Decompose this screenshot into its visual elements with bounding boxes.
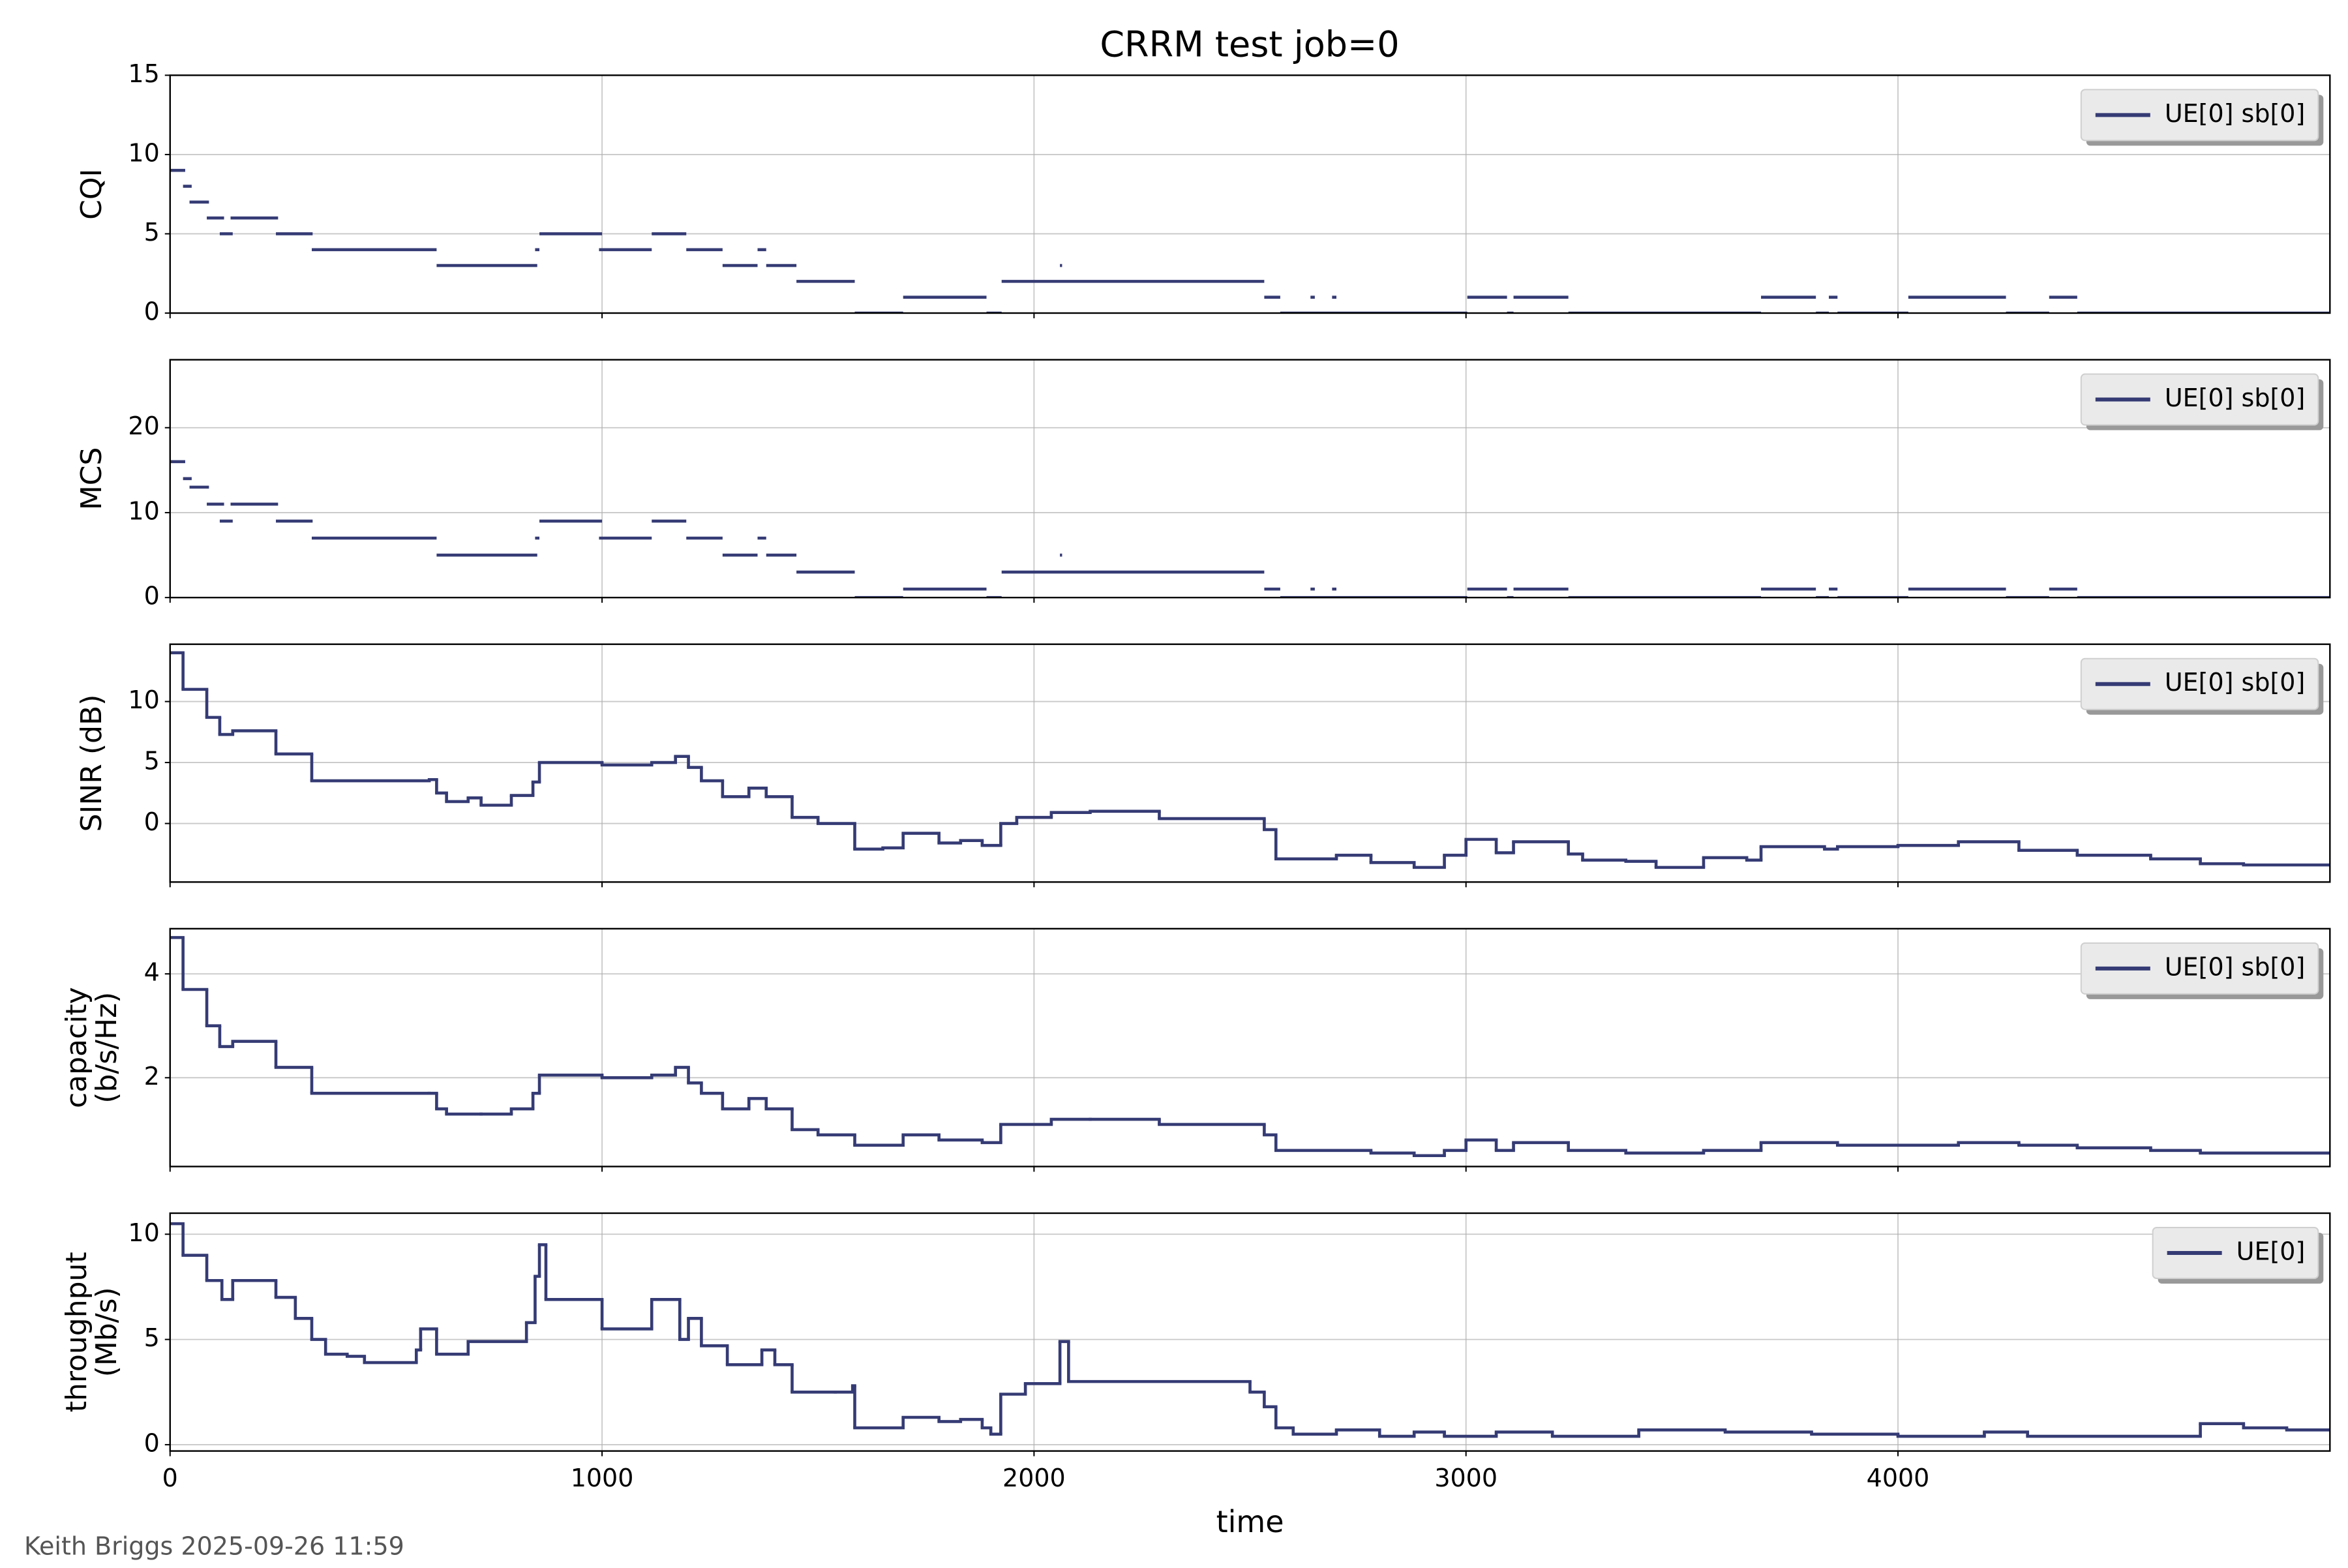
- axes-frame: [169, 643, 2331, 883]
- y-tick-label: 2: [144, 1062, 160, 1091]
- y-tick-label: 5: [144, 747, 160, 776]
- y-tick-label: 20: [128, 412, 159, 440]
- legend-label: UE[0] sb[0]: [2165, 384, 2305, 412]
- y-tick-label: 15: [128, 59, 159, 88]
- data-line: [170, 460, 2330, 598]
- y-axis-label: (b/s/Hz): [90, 992, 123, 1104]
- legend-box: [2080, 89, 2319, 142]
- x-tick-label: 2000: [1002, 1464, 1066, 1492]
- y-axis-label: MCS: [75, 447, 108, 511]
- y-axis-label: capacity: [60, 987, 93, 1108]
- x-tick-label: 1000: [571, 1464, 634, 1492]
- y-tick-label: 10: [128, 686, 159, 714]
- legend-box: [2080, 942, 2319, 995]
- series-group: [170, 936, 2330, 1158]
- y-tick-label: 0: [144, 297, 160, 326]
- y-tick-label: 10: [128, 138, 159, 167]
- subplot: 0 1000 2000 3000 4000 0 5 10 throughput(Mb/s) tim…: [60, 1212, 2331, 1539]
- legend: UE[0]: [2152, 1227, 2324, 1284]
- y-axis-label: CQI: [75, 169, 108, 220]
- y-tick-label: 10: [128, 1218, 159, 1247]
- legend-label: UE[0]: [2236, 1237, 2306, 1266]
- y-tick-label: 0: [144, 807, 160, 836]
- y-axis-label: SINR (dB): [75, 695, 108, 832]
- x-tick-label: 4000: [1867, 1464, 1930, 1492]
- axes-frame: [169, 74, 2331, 314]
- figure-title: CRRM test job=0: [1100, 24, 1399, 65]
- y-tick-label: 0: [144, 582, 160, 611]
- legend-label: UE[0] sb[0]: [2165, 668, 2305, 697]
- legend: UE[0] sb[0]: [2080, 373, 2324, 430]
- legend-label: UE[0] sb[0]: [2165, 952, 2305, 981]
- series-group: [170, 460, 2330, 598]
- subplot: 0 10 20 MCS UE[0] sb[0]: [75, 359, 2331, 611]
- legend: UE[0] sb[0]: [2080, 942, 2324, 999]
- legend: UE[0] sb[0]: [2080, 89, 2324, 146]
- x-tick-label: 0: [162, 1464, 178, 1492]
- legend-box: [2080, 373, 2319, 426]
- subplot: 2 4 capacity(b/s/Hz) UE[0] sb[0]: [60, 927, 2331, 1172]
- data-line: [170, 168, 2330, 313]
- y-tick-label: 4: [144, 958, 160, 987]
- legend-label: UE[0] sb[0]: [2165, 99, 2305, 128]
- y-tick-label: 0: [144, 1428, 160, 1457]
- y-axis-label: (Mb/s): [90, 1287, 123, 1377]
- series-group: [170, 168, 2330, 313]
- footer: Keith Briggs 2025-09-26 11:59: [24, 1532, 404, 1561]
- axes-frame: [169, 927, 2331, 1168]
- legend-box: [2080, 657, 2319, 710]
- y-tick-label: 10: [128, 496, 159, 525]
- series-group: [170, 651, 2330, 869]
- axes-frame: [169, 359, 2331, 599]
- subplot: 0 5 10 SINR (dB) UE[0] sb[0]: [75, 643, 2331, 888]
- legend-box: [2152, 1227, 2319, 1279]
- x-tick-label: 3000: [1434, 1464, 1498, 1492]
- subplot: 0 5 10 15 CQI UE[0] sb[0]: [75, 59, 2331, 326]
- x-axis-label: time: [1216, 1504, 1284, 1539]
- y-tick-label: 5: [144, 218, 160, 247]
- y-axis-label: throughput: [60, 1252, 93, 1412]
- axes-frame: [169, 1212, 2331, 1452]
- y-tick-label: 5: [144, 1323, 160, 1352]
- series-group: [170, 1222, 2330, 1438]
- legend: UE[0] sb[0]: [2080, 657, 2324, 715]
